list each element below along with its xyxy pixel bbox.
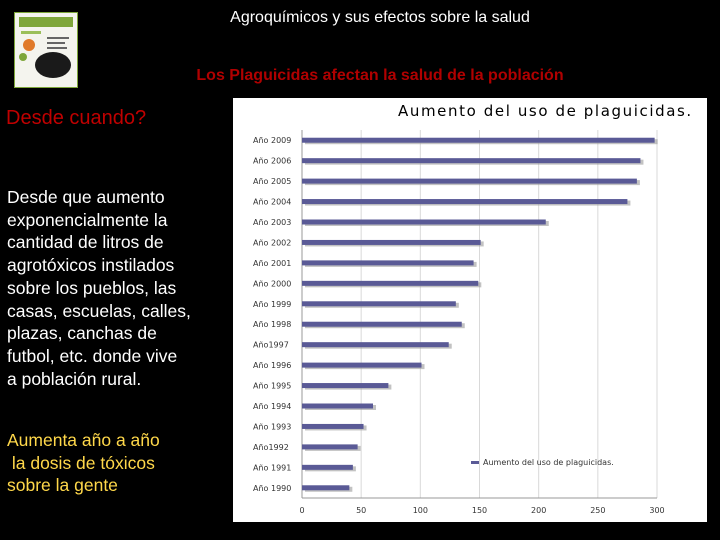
category-label: Año 2000 <box>253 279 291 288</box>
body-line: Desde que aumento <box>7 187 165 207</box>
bar <box>302 485 350 491</box>
body-line: a población rural. <box>7 368 142 389</box>
bar <box>302 199 628 205</box>
x-tick-label: 0 <box>299 506 304 515</box>
body-line: sobre los pueblos, las <box>7 277 177 298</box>
book-cover-thumbnail <box>14 12 78 88</box>
legend-label: Aumento del uso de plaguicidas. <box>483 458 614 467</box>
question-heading: Desde cuando? <box>6 107 147 129</box>
accent-line: la dosis de tóxicos <box>7 452 155 473</box>
slide-title: Agroquímicos y sus efectos sobre la salu… <box>230 9 530 26</box>
category-label: Año 2006 <box>253 157 291 166</box>
bar <box>302 362 422 368</box>
bar <box>302 260 474 266</box>
category-label: Año 1995 <box>253 382 291 391</box>
bar <box>302 158 641 164</box>
body-line: futbol, etc. donde vive <box>7 345 178 366</box>
accent-line: Aumenta año a año <box>7 430 160 450</box>
x-tick-label: 300 <box>649 506 664 515</box>
bar-chart: 0 50 100 150 200 250 300 Año 2009 Año 2006 Año 20… <box>253 130 665 515</box>
x-tick-label: 50 <box>356 506 366 515</box>
category-label: Año 1996 <box>253 361 291 370</box>
body-text: Desde que aumento exponencialmente la ca… <box>7 186 229 390</box>
category-label: Año 2005 <box>253 177 291 186</box>
category-label: Año 1998 <box>253 320 291 329</box>
slide-subtitle: Los Plaguicidas afectan la salud de la p… <box>196 67 564 84</box>
bar <box>302 321 462 327</box>
x-tick-label: 150 <box>472 506 487 515</box>
body-line: exponencialmente la <box>7 209 168 230</box>
bar <box>302 423 364 429</box>
bar <box>302 137 655 143</box>
category-label: Año 1991 <box>253 463 291 472</box>
category-label: Año 2003 <box>253 218 291 227</box>
body-line: plazas, canchas de <box>7 323 157 344</box>
body-line: casas, escuelas, calles, <box>7 300 191 321</box>
book-cover-illustration <box>15 13 77 87</box>
bar <box>302 342 449 348</box>
category-label: Año1997 <box>253 341 289 350</box>
bar <box>302 219 546 225</box>
x-tick-label: 250 <box>590 506 605 515</box>
category-label: Año 1993 <box>253 422 291 431</box>
chart-panel: Aumento del uso de plaguicidas. 0 50 100 15… <box>233 98 707 522</box>
body-line: cantidad de litros de <box>7 232 164 253</box>
body-line: agrotóxicos instilados <box>7 255 175 276</box>
category-label: Año 2002 <box>253 238 291 247</box>
category-label: Año1992 <box>253 443 289 452</box>
x-tick-label: 200 <box>531 506 546 515</box>
category-label: Año 2001 <box>253 259 291 268</box>
bar <box>302 444 358 450</box>
category-label: Año 1990 <box>253 484 291 493</box>
accent-line: sobre la gente <box>7 475 118 496</box>
bar <box>302 301 456 307</box>
bar <box>302 280 479 286</box>
category-label: Año 2009 <box>253 136 291 145</box>
chart-title: Aumento del uso de plaguicidas. <box>398 102 693 120</box>
accent-text: Aumenta año a año la dosis de tóxicos so… <box>7 429 229 497</box>
category-label: Año 2004 <box>253 198 291 207</box>
bar <box>302 178 637 184</box>
category-label: Año 1994 <box>253 402 291 411</box>
bar <box>302 239 481 245</box>
bar <box>302 464 353 470</box>
legend-swatch <box>471 461 479 464</box>
category-label: Año 1999 <box>253 300 291 309</box>
x-tick-label: 100 <box>413 506 428 515</box>
bar <box>302 403 373 409</box>
bar <box>302 383 389 389</box>
